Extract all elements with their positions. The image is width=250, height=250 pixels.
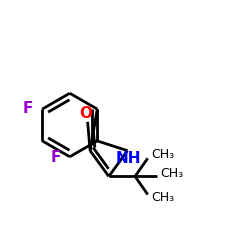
Text: F: F	[23, 101, 33, 116]
Text: CH₃: CH₃	[160, 167, 184, 180]
Text: O: O	[80, 106, 93, 121]
Text: F: F	[50, 150, 60, 165]
Text: CH₃: CH₃	[151, 191, 174, 204]
Text: CH₃: CH₃	[151, 148, 174, 161]
Text: NH: NH	[115, 152, 141, 166]
